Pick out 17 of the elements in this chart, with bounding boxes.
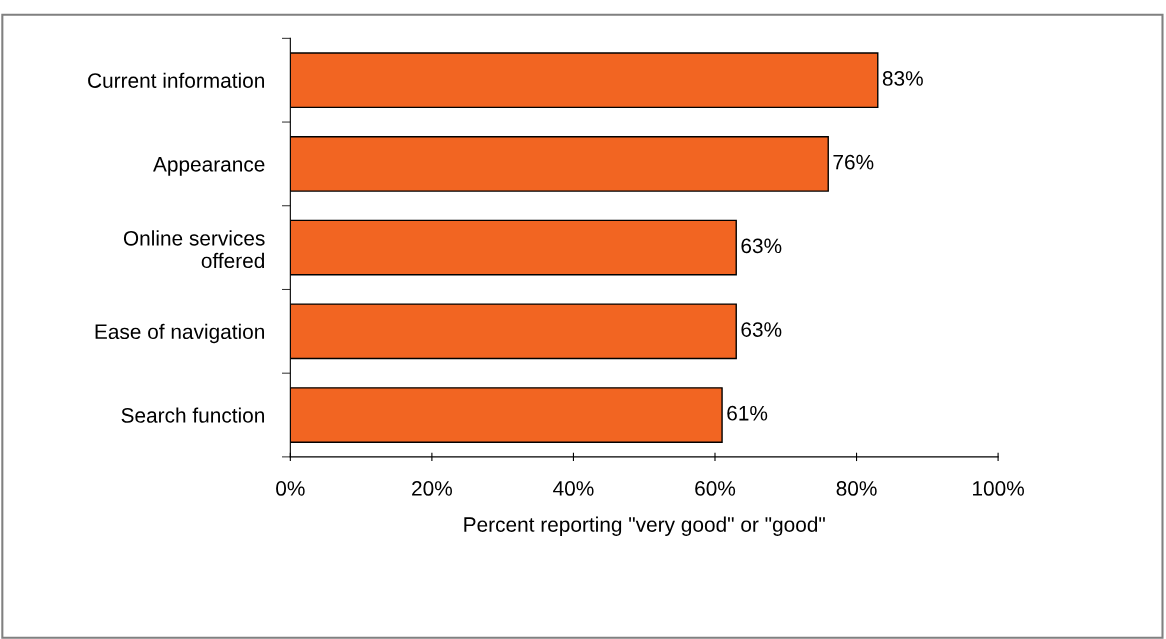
data-label: 63% (741, 238, 782, 254)
y-tick-label: Search function (121, 407, 264, 423)
data-label: 61% (727, 405, 768, 421)
x-tick-label: 0% (276, 481, 305, 496)
x-axis-title: Percent reporting "very good" or "good" (464, 516, 825, 536)
data-label: 76% (833, 154, 874, 170)
x-tick-label: 100% (973, 481, 1024, 496)
y-tick-label: Current information (88, 72, 264, 88)
x-tick-label: 40% (553, 481, 594, 496)
y-tick-label: Appearance (153, 157, 265, 176)
x-tick-label: 80% (836, 481, 877, 496)
x-tick-label: 60% (695, 481, 736, 496)
y-tick-label: Ease of navigation (95, 323, 264, 344)
x-tick-label: 20% (412, 481, 452, 496)
data-label: 63% (741, 322, 782, 337)
y-tick-label: Online services offered (123, 230, 265, 269)
data-label: 83% (882, 71, 923, 86)
